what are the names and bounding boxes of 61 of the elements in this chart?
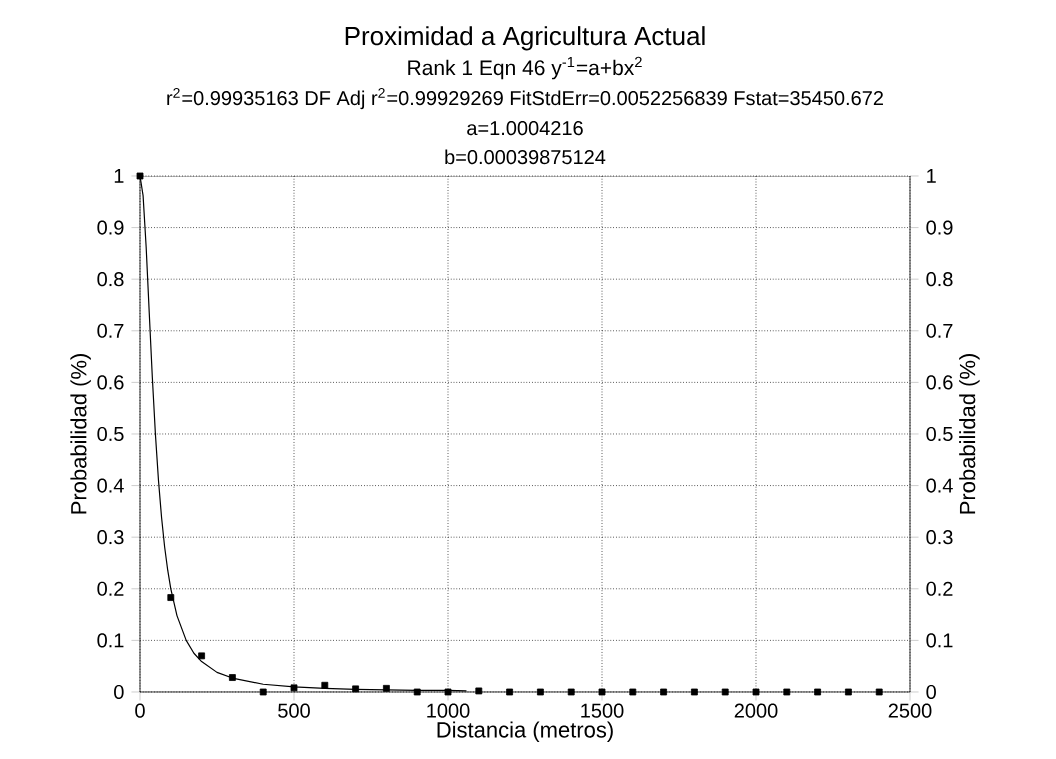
x-axis-title: Distancia (metros)	[437, 721, 613, 742]
point	[506, 688, 513, 696]
point	[321, 681, 329, 689]
y-tick-label: 0.7	[97, 323, 124, 338]
point	[783, 688, 791, 696]
y2-axis-title: Probabilidad (%)	[959, 354, 980, 514]
y2-tick-label: 0.9	[926, 220, 953, 235]
y-tick-label: 0.6	[97, 375, 124, 390]
point	[198, 652, 205, 660]
point	[537, 688, 544, 696]
x-tick-label: 2500	[888, 703, 932, 718]
point	[752, 688, 760, 696]
y-tick-label: 0.9	[97, 220, 124, 235]
y2-tick-label: 1	[927, 169, 936, 183]
x-tick-label: 2000	[734, 703, 778, 718]
point	[413, 688, 421, 696]
point	[567, 688, 575, 696]
point	[167, 594, 175, 601]
point	[444, 688, 452, 696]
point	[475, 687, 483, 695]
y-tick-label: 0.1	[97, 633, 124, 648]
y2-tick-label: 0	[926, 684, 936, 700]
y-tick-label: 0	[114, 684, 124, 700]
point	[352, 685, 360, 693]
text: a=1.0004216	[467, 121, 583, 136]
x-tick-label: 1500	[581, 703, 624, 718]
text: b=0.00039875124	[445, 149, 606, 165]
y-axis-title: Probabilidad (%)	[70, 354, 91, 514]
point	[721, 688, 729, 696]
point	[629, 688, 637, 696]
point	[598, 688, 606, 696]
y2-tick-label: 0.6	[926, 375, 953, 390]
chart-subtitle: Rank 1 Eqn 46 y$^{-1}$=a+bx$^{2}$	[408, 56, 642, 80]
y-tick-label: 0.2	[97, 581, 124, 596]
point	[875, 688, 883, 696]
y2-tick-label: 0.7	[926, 323, 953, 338]
y-tick-label: 1	[114, 169, 124, 183]
point	[691, 688, 698, 696]
x-tick-label: 1000	[427, 703, 470, 718]
point	[259, 688, 267, 696]
y2-tick-label: 0.2	[926, 581, 953, 596]
y-tick-label: 0.3	[97, 530, 124, 545]
point	[290, 684, 298, 692]
point	[136, 172, 144, 180]
point	[814, 688, 821, 696]
y2-tick-label: 0.3	[926, 530, 953, 545]
y2-tick-label: 0.4	[926, 478, 953, 493]
chart-title: Proximidad a Agricultura Actual	[345, 26, 705, 51]
point	[229, 674, 236, 681]
point	[660, 688, 667, 696]
x-tick-label: 0	[135, 703, 145, 718]
x-tick-label: 500	[278, 703, 310, 718]
y-tick-label: 0.4	[97, 478, 124, 493]
y2-tick-label: 0.8	[926, 272, 953, 287]
y-tick-label: 0.8	[97, 272, 124, 287]
point	[383, 684, 390, 692]
y2-tick-label: 0.5	[926, 426, 953, 442]
y-tick-label: 0.5	[97, 426, 124, 442]
y2-tick-label: 0.1	[926, 633, 953, 648]
text: r$^{2}$=0.99935163 DF Adj r$^{2}$=0.99929269 FitStdErr=0.0052256839 Fstat=35450.672	[167, 87, 883, 110]
point	[845, 688, 852, 696]
